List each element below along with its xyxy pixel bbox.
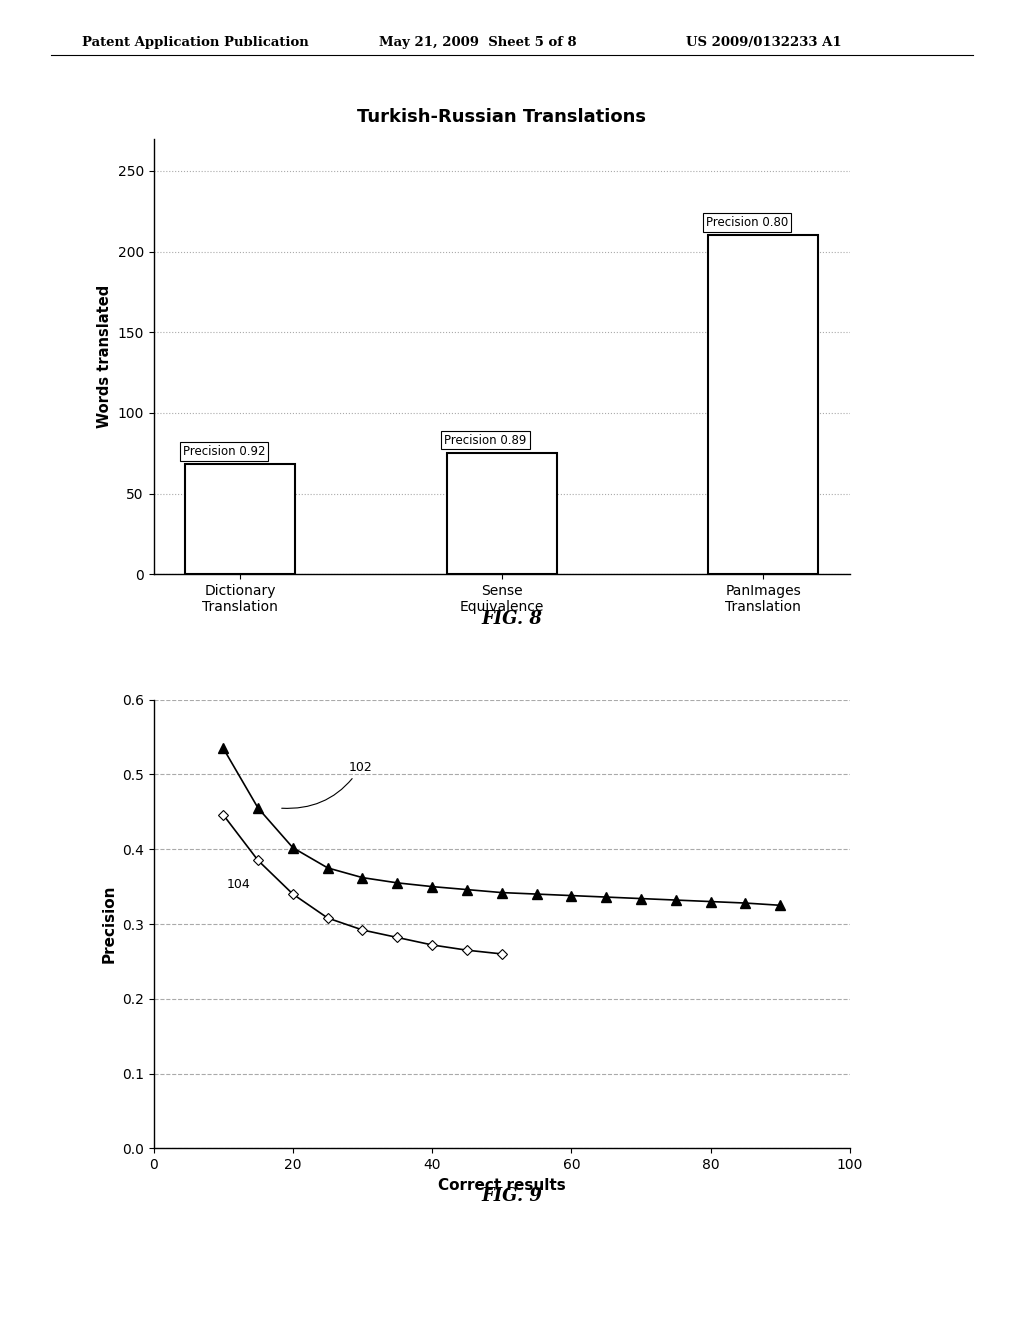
Text: 104: 104 [226,878,251,891]
Text: May 21, 2009  Sheet 5 of 8: May 21, 2009 Sheet 5 of 8 [379,36,577,49]
X-axis label: Correct results: Correct results [438,1177,565,1193]
Text: Precision 0.89: Precision 0.89 [444,433,526,446]
Bar [185,465,295,574]
Bar [709,235,818,574]
Text: FIG. 9: FIG. 9 [481,1187,543,1205]
Text: Precision 0.80: Precision 0.80 [706,215,788,228]
Text: FIG. 8: FIG. 8 [481,610,543,628]
Y-axis label: Precision: Precision [101,884,117,964]
Y-axis label: Words translated: Words translated [97,285,112,428]
Text: Precision 0.92: Precision 0.92 [182,445,265,458]
Text: Patent Application Publication: Patent Application Publication [82,36,308,49]
Text: US 2009/0132233 A1: US 2009/0132233 A1 [686,36,842,49]
Text: 102: 102 [282,760,373,808]
Bar [446,453,557,574]
Title: Turkish-Russian Translations: Turkish-Russian Translations [357,108,646,125]
